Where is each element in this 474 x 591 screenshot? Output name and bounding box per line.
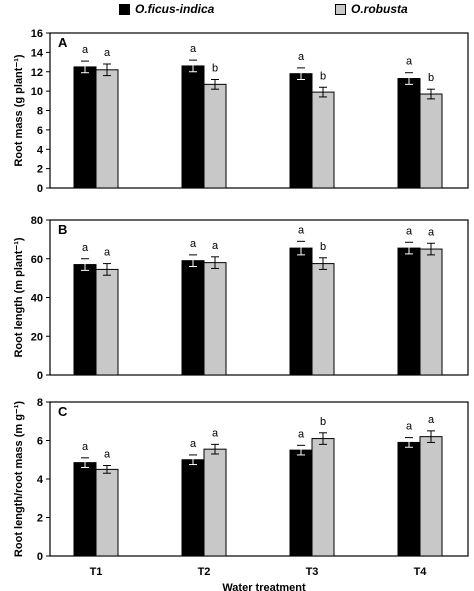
- panel-c-bar: [397, 441, 421, 557]
- panel-a-sig-letter: b: [428, 72, 434, 84]
- panel-b-ytick-label: 0: [37, 370, 43, 382]
- panel-b-sig-letter: a: [212, 240, 219, 252]
- panel-a-ytick-label: 6: [37, 125, 43, 137]
- panel-a-ytick-label: 12: [31, 67, 43, 79]
- panel-a-bar: [397, 78, 421, 189]
- panel-c-sig-letter: a: [298, 428, 305, 440]
- panel-a-ytick-label: 8: [37, 106, 43, 118]
- panel-b-bar: [311, 263, 335, 376]
- panel-b-sig-letter: a: [298, 224, 305, 236]
- panel-a-bar: [289, 73, 313, 189]
- panel-a-letter: A: [58, 35, 68, 50]
- panel-b-ytick-label: 60: [31, 254, 43, 266]
- legend-item-ficus: O.ficus-indica: [119, 2, 214, 16]
- panel-c-xlabel: Water treatment: [222, 582, 306, 591]
- panel-a-sig-letter: a: [190, 43, 197, 55]
- panel-c-bar: [73, 462, 97, 557]
- panel-b-sig-letter: a: [406, 225, 413, 237]
- panel-b-bar: [95, 268, 119, 376]
- panel-c-ytick-label: 2: [37, 513, 43, 525]
- panel-b-sig-letter: a: [190, 238, 197, 250]
- panel-a-ytick-label: 10: [31, 86, 43, 98]
- panel-c-ytick-label: 6: [37, 436, 43, 448]
- panel-b-bar: [73, 264, 97, 376]
- panel-a-sig-letter: a: [104, 47, 111, 59]
- panel-b-sig-letter: a: [428, 226, 435, 238]
- panel-c-letter: C: [58, 404, 68, 419]
- panel-a-sig-letter: b: [212, 63, 218, 75]
- panel-c-ytick-label: 4: [37, 474, 44, 486]
- panel-b-bar: [181, 260, 205, 376]
- panel-b-bar: [419, 248, 443, 376]
- panel-c-sig-letter: b: [320, 416, 326, 428]
- panel-a-bar: [73, 66, 97, 189]
- panel-a-ytick-label: 2: [37, 164, 43, 176]
- panel-c-bar: [203, 448, 227, 557]
- panel-c-ylabel: Root length/root mass (m g⁻¹): [13, 401, 25, 557]
- panel-b-sig-letter: a: [104, 247, 111, 259]
- legend-item-robusta: O.robusta: [335, 2, 408, 16]
- panel-c-bar: [95, 468, 119, 557]
- panel-c-xtick-label: T4: [414, 566, 428, 578]
- panel-c-bar: [181, 459, 205, 557]
- panel-a-bar: [311, 91, 335, 189]
- panel-a-sig-letter: a: [406, 56, 413, 68]
- panel-c-ytick-label: 8: [37, 397, 43, 409]
- panel-a-ytick-label: 14: [31, 47, 44, 59]
- panel-b-sig-letter: a: [82, 242, 89, 254]
- panel-a-sig-letter: a: [82, 44, 89, 56]
- panel-a-bar: [419, 93, 443, 189]
- panel-a-ytick-label: 16: [31, 28, 43, 40]
- legend-swatch-ficus: [119, 3, 130, 15]
- panel-c-sig-letter: a: [104, 449, 111, 461]
- panel-c-sig-letter: a: [428, 414, 435, 426]
- panel-b-ylabel: Root length (m plant⁻¹): [13, 237, 25, 357]
- panel-a-bar: [203, 83, 227, 189]
- panel-c-sig-letter: a: [82, 441, 89, 453]
- legend-label-ficus: O.ficus-indica: [135, 2, 215, 16]
- panel-b-bar: [397, 247, 421, 376]
- panel-a-sig-letter: b: [320, 70, 326, 82]
- legend-label-robusta: O.robusta: [351, 2, 408, 16]
- panel-b-ytick-label: 20: [31, 331, 43, 343]
- panel-a-sig-letter: a: [298, 51, 305, 63]
- panel-c-ytick-label: 0: [37, 551, 43, 563]
- panel-c-bar: [289, 449, 313, 557]
- panel-a-ytick-label: 4: [37, 144, 44, 156]
- panel-a-bar: [181, 65, 205, 189]
- panel-a-ylabel: Root mass (g plant⁻¹): [13, 54, 25, 166]
- panel-a-bar: [95, 69, 119, 189]
- panel-b-ytick-label: 40: [31, 293, 43, 305]
- panel-b-bar: [203, 262, 227, 376]
- panel-c-xtick-label: T1: [90, 566, 103, 578]
- panel-b-ytick-label: 80: [31, 215, 43, 227]
- panel-c-bar: [311, 438, 335, 557]
- panel-c-bar: [419, 436, 443, 557]
- panel-b-letter: B: [58, 222, 67, 237]
- panel-c-sig-letter: a: [190, 438, 197, 450]
- panel-c-sig-letter: a: [406, 421, 413, 433]
- panel-c-xtick-label: T2: [198, 566, 211, 578]
- panel-a-ytick-label: 0: [37, 183, 43, 195]
- legend-swatch-robusta: [335, 3, 346, 15]
- panel-b-bar: [289, 247, 313, 376]
- panel-b-sig-letter: b: [320, 241, 326, 253]
- panel-c-xtick-label: T3: [306, 566, 319, 578]
- panel-c-sig-letter: a: [212, 427, 219, 439]
